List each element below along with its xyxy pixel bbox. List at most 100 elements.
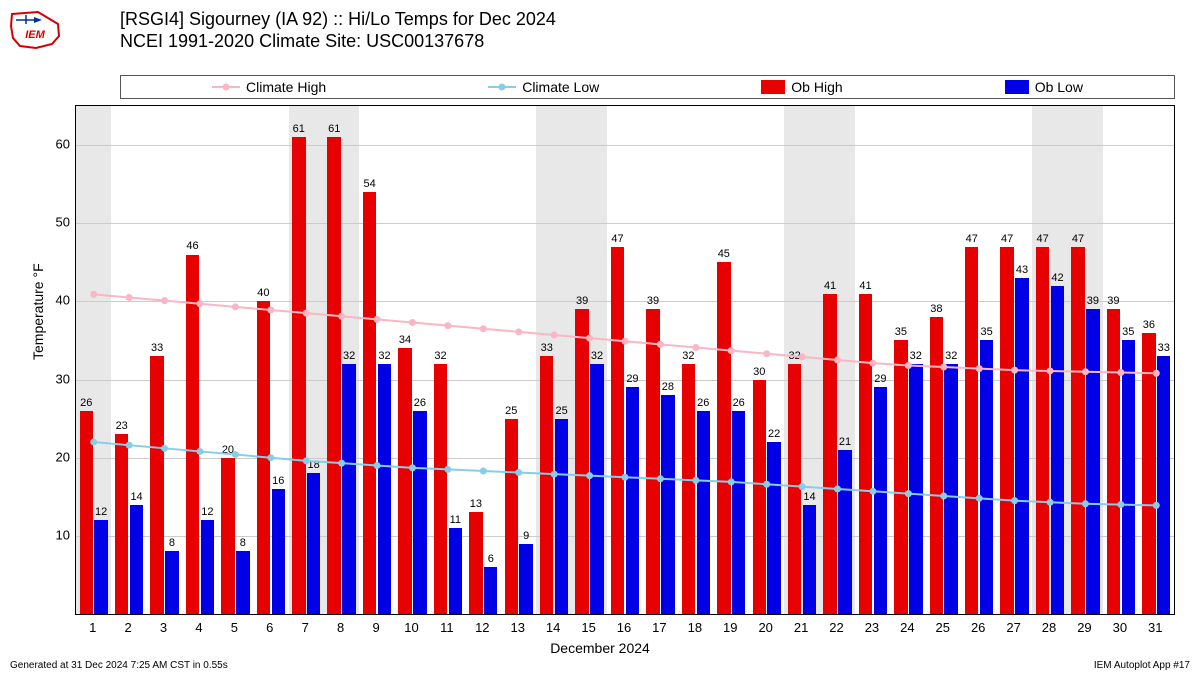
x-tick-label: 26 bbox=[971, 620, 985, 635]
bar-ob-low bbox=[874, 387, 887, 614]
bar-ob-low bbox=[342, 364, 355, 614]
bar-label-low: 32 bbox=[591, 350, 603, 362]
bar-label-high: 39 bbox=[576, 295, 588, 307]
legend-ob-low: Ob Low bbox=[1005, 79, 1083, 95]
legend-label: Ob Low bbox=[1035, 79, 1083, 95]
x-tick-label: 28 bbox=[1042, 620, 1056, 635]
legend-line-icon bbox=[488, 86, 516, 88]
x-tick-label: 10 bbox=[404, 620, 418, 635]
legend-bar-icon bbox=[761, 80, 785, 94]
bar-label-high: 46 bbox=[186, 240, 198, 252]
footer-generated: Generated at 31 Dec 2024 7:25 AM CST in … bbox=[10, 660, 228, 671]
bar-ob-high bbox=[894, 340, 907, 614]
bar-label-high: 32 bbox=[434, 350, 446, 362]
y-tick-label: 50 bbox=[40, 215, 70, 230]
footer-app: IEM Autoplot App #17 bbox=[1094, 660, 1190, 671]
bar-label-high: 26 bbox=[80, 397, 92, 409]
x-axis-label: December 2024 bbox=[550, 640, 650, 656]
bar-label-low: 8 bbox=[240, 537, 246, 549]
bar-ob-high bbox=[505, 419, 518, 614]
bar-label-high: 47 bbox=[966, 233, 978, 245]
title-line-1: [RSGI4] Sigourney (IA 92) :: Hi/Lo Temps… bbox=[120, 8, 556, 30]
bar-ob-low bbox=[1051, 286, 1064, 614]
bar-ob-high bbox=[469, 512, 482, 614]
bar-ob-high bbox=[611, 247, 624, 614]
bar-ob-high bbox=[292, 137, 305, 614]
x-tick-label: 23 bbox=[865, 620, 879, 635]
bar-ob-low bbox=[307, 473, 320, 614]
y-tick-label: 40 bbox=[40, 293, 70, 308]
bar-ob-high bbox=[646, 309, 659, 614]
bar-ob-low bbox=[378, 364, 391, 614]
bar-ob-low bbox=[1122, 340, 1135, 614]
bar-ob-low bbox=[413, 411, 426, 614]
bar-ob-high bbox=[965, 247, 978, 614]
bar-ob-low bbox=[1015, 278, 1028, 614]
bar-ob-low bbox=[201, 520, 214, 614]
x-tick-label: 3 bbox=[160, 620, 167, 635]
bar-ob-high bbox=[434, 364, 447, 614]
bar-ob-low bbox=[590, 364, 603, 614]
x-tick-label: 14 bbox=[546, 620, 560, 635]
bar-ob-high bbox=[540, 356, 553, 614]
x-tick-label: 15 bbox=[581, 620, 595, 635]
bar-ob-low bbox=[944, 364, 957, 614]
bar-label-low: 26 bbox=[733, 397, 745, 409]
bar-label-high: 54 bbox=[364, 178, 376, 190]
bar-ob-high bbox=[823, 294, 836, 614]
x-tick-label: 18 bbox=[688, 620, 702, 635]
bar-ob-high bbox=[1142, 333, 1155, 614]
gridline bbox=[76, 145, 1174, 146]
x-tick-label: 30 bbox=[1113, 620, 1127, 635]
legend-climate-high: Climate High bbox=[212, 79, 326, 95]
bar-label-high: 47 bbox=[1001, 233, 1013, 245]
bar-ob-low bbox=[838, 450, 851, 614]
y-tick-label: 10 bbox=[40, 527, 70, 542]
x-tick-label: 22 bbox=[829, 620, 843, 635]
bar-ob-low bbox=[732, 411, 745, 614]
bar-label-low: 42 bbox=[1051, 272, 1063, 284]
y-tick-label: 30 bbox=[40, 371, 70, 386]
legend-label: Climate Low bbox=[522, 79, 599, 95]
bar-label-low: 25 bbox=[555, 405, 567, 417]
bar-ob-high bbox=[788, 364, 801, 614]
bar-label-high: 61 bbox=[293, 123, 305, 135]
title-line-2: NCEI 1991-2020 Climate Site: USC00137678 bbox=[120, 30, 556, 52]
bar-ob-low bbox=[272, 489, 285, 614]
bar-label-low: 11 bbox=[450, 514, 461, 526]
x-tick-label: 21 bbox=[794, 620, 808, 635]
bar-label-low: 21 bbox=[839, 436, 851, 448]
bar-label-low: 9 bbox=[523, 530, 529, 542]
bar-ob-low bbox=[909, 364, 922, 614]
bar-ob-low bbox=[1086, 309, 1099, 614]
bar-ob-low bbox=[555, 419, 568, 614]
bar-label-high: 47 bbox=[1036, 233, 1048, 245]
x-tick-label: 6 bbox=[266, 620, 273, 635]
bar-ob-high bbox=[575, 309, 588, 614]
bar-label-low: 14 bbox=[803, 491, 815, 503]
bar-ob-high bbox=[398, 348, 411, 614]
bar-label-low: 32 bbox=[378, 350, 390, 362]
bar-label-low: 14 bbox=[130, 491, 142, 503]
bar-ob-high bbox=[80, 411, 93, 614]
x-tick-label: 17 bbox=[652, 620, 666, 635]
bar-ob-high bbox=[150, 356, 163, 614]
chart-title: [RSGI4] Sigourney (IA 92) :: Hi/Lo Temps… bbox=[120, 8, 556, 52]
bar-label-low: 16 bbox=[272, 475, 284, 487]
bar-label-high: 47 bbox=[611, 233, 623, 245]
bar-ob-low bbox=[661, 395, 674, 614]
bar-ob-high bbox=[327, 137, 340, 614]
bar-label-high: 34 bbox=[399, 334, 411, 346]
x-tick-label: 9 bbox=[372, 620, 379, 635]
legend-label: Ob High bbox=[791, 79, 842, 95]
bar-label-low: 29 bbox=[626, 373, 638, 385]
x-tick-label: 4 bbox=[195, 620, 202, 635]
bar-label-low: 43 bbox=[1016, 264, 1028, 276]
x-tick-label: 24 bbox=[900, 620, 914, 635]
y-tick-label: 20 bbox=[40, 449, 70, 464]
bar-ob-high bbox=[1071, 247, 1084, 614]
bar-label-high: 23 bbox=[116, 420, 128, 432]
bar-label-low: 6 bbox=[488, 553, 494, 565]
legend-line-icon bbox=[212, 86, 240, 88]
legend-bar-icon bbox=[1005, 80, 1029, 94]
